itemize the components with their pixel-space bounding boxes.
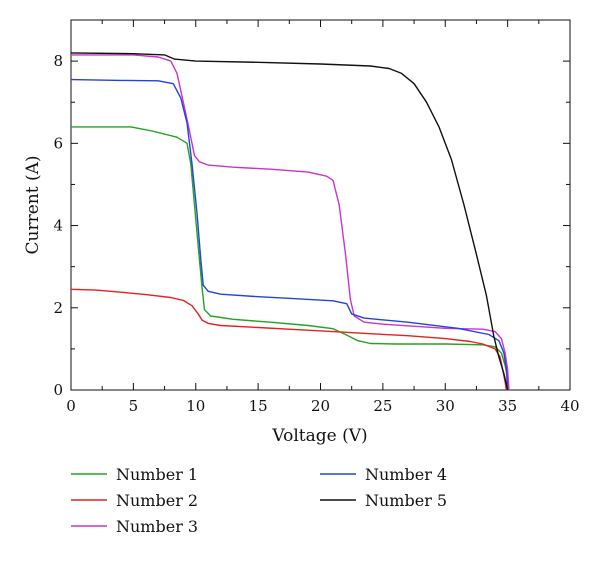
x-tick-label: 25 — [373, 397, 392, 415]
legend-label-5: Number 5 — [365, 491, 447, 510]
y-tick-label: 2 — [53, 299, 63, 317]
plot-frame — [70, 19, 571, 391]
x-axis-label: Voltage (V) — [271, 426, 367, 446]
axis-ticks: 0 5 10 15 20 25 30 35 40 0 2 4 6 8 — [53, 19, 580, 415]
legend-label-1: Number 1 — [116, 465, 198, 484]
series-line-2 — [70, 288, 508, 391]
x-tick-label: 20 — [311, 397, 330, 415]
x-tick-label: 35 — [498, 397, 517, 415]
legend: Number 1 Number 2 Number 3 Number 4 Number 5 — [71, 465, 447, 536]
series-line-1 — [71, 126, 510, 391]
x-tick-label: 10 — [186, 397, 205, 415]
series-line-4 — [70, 78, 509, 391]
legend-label-3: Number 3 — [116, 517, 198, 536]
legend-label-2: Number 2 — [116, 491, 198, 510]
y-tick-label: 6 — [53, 134, 63, 152]
y-tick-label: 0 — [53, 381, 63, 399]
x-tick-label: 0 — [66, 397, 76, 415]
series-line-3 — [71, 54, 510, 391]
y-tick-label: 4 — [53, 217, 63, 235]
x-tick-label: 40 — [560, 397, 579, 415]
y-tick-label: 8 — [53, 52, 63, 70]
x-tick-label: 5 — [129, 397, 139, 415]
y-axis-label: Current (A) — [23, 156, 43, 255]
legend-label-4: Number 4 — [365, 465, 447, 484]
x-tick-label: 30 — [436, 397, 455, 415]
series-line-5 — [70, 52, 509, 391]
series-layer — [70, 52, 510, 391]
x-tick-label: 15 — [249, 397, 268, 415]
